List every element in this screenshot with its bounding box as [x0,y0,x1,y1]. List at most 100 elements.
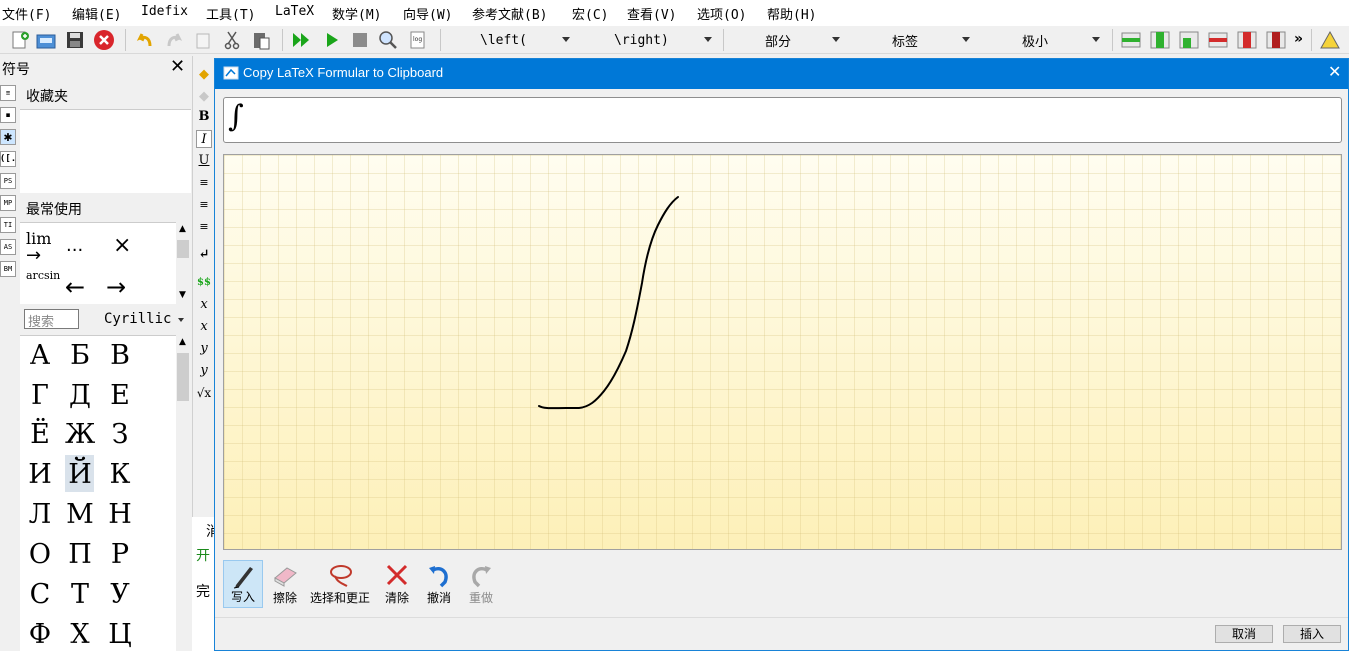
symbol-times[interactable]: × [113,233,132,258]
side-tab-ti[interactable]: TI [0,217,16,233]
sqrt-icon[interactable]: √x [196,386,212,400]
newline-icon[interactable]: ↵ [198,247,210,262]
side-tab-bm[interactable]: BM [0,261,16,277]
left-delimiter-combo[interactable]: \left( [446,29,576,51]
log-icon[interactable]: log [406,28,430,52]
cut-icon[interactable] [220,28,244,52]
select-correct-tool[interactable]: 选择和更正 [307,560,373,608]
symbol-cyr[interactable]: Ж [65,419,96,450]
delete-column-icon[interactable] [1235,28,1259,52]
underline-button[interactable]: U [198,153,210,168]
symbol-cyr[interactable]: А [29,340,51,371]
category-select[interactable]: Cyrillic [84,308,190,330]
side-tab-as[interactable]: AS [0,239,16,255]
symbol-leftarrow[interactable]: ← [65,273,86,301]
fraction-icon[interactable]: y [200,341,208,356]
symbol-cyr[interactable]: К [109,459,131,490]
menu-bibliography[interactable]: 参考文献(B) [472,8,548,23]
symbol-cyr[interactable]: Й [68,459,92,490]
arrow-left-icon[interactable]: ◆ [199,67,209,82]
paste-icon[interactable] [249,28,273,52]
menu-edit[interactable]: 编辑(E) [72,8,122,23]
symbol-cyr[interactable]: Х [70,619,90,650]
new-file-icon[interactable] [8,28,32,52]
symbol-cyr[interactable]: П [68,539,92,570]
math-mode-icon[interactable]: $$ [197,277,211,288]
erase-tool[interactable]: 擦除 [265,560,305,608]
undo-tool[interactable]: 撤消 [419,560,459,608]
symbol-search-input[interactable]: 搜索 [24,309,79,330]
symbol-cyr[interactable]: У [110,579,130,610]
compile-icon[interactable] [320,28,344,52]
symbol-cyr[interactable]: Ё [30,419,50,450]
side-tab-ps[interactable]: PS [0,173,16,189]
insert-button[interactable]: 插入 [1283,625,1341,643]
build-view-icon[interactable] [290,28,314,52]
symbol-cyr[interactable]: Б [70,340,90,371]
menu-options[interactable]: 选项(O) [697,8,747,23]
symbol-cyr[interactable]: Ц [108,619,132,650]
symbol-cyr[interactable]: Г [31,380,49,411]
symbol-cyr[interactable]: Л [28,499,52,530]
size-combo[interactable]: 极小 [982,29,1106,51]
more-tools-button[interactable]: » [1294,31,1304,47]
symbol-cyr[interactable]: Д [69,380,91,411]
symbol-cyr[interactable]: В [110,340,130,371]
italic-button[interactable]: I [196,130,212,148]
menu-idefix[interactable]: Idefix [141,4,188,19]
menu-wizard[interactable]: 向导(W) [403,8,453,23]
clear-tool[interactable]: 清除 [377,560,417,608]
side-tab-operators[interactable]: ✱ [0,129,16,145]
symbol-dots[interactable]: ... [66,235,84,256]
bold-button[interactable]: B [198,109,210,124]
arrow-right-icon[interactable]: ◆ [199,89,209,104]
view-icon[interactable] [376,28,400,52]
menu-latex[interactable]: LaTeX [275,4,315,19]
symbol-cyr[interactable]: И [28,459,52,490]
copy-icon[interactable] [191,28,215,52]
menu-view[interactable]: 查看(V) [627,8,677,23]
symbol-cyr[interactable]: Ф [28,619,52,650]
symbol-cyr[interactable]: Н [108,499,132,530]
superscript-icon[interactable]: x [200,319,208,334]
close-document-icon[interactable] [92,28,116,52]
align-left-icon[interactable]: ≡ [199,176,209,189]
handwriting-canvas[interactable] [223,154,1342,550]
open-file-icon[interactable] [34,28,58,52]
symbol-lim[interactable]: lim [26,229,52,248]
symbol-cyr[interactable]: Т [70,579,89,610]
cancel-button[interactable]: 取消 [1215,625,1273,643]
align-center-icon[interactable]: ≡ [199,198,209,211]
side-tab-delimiters[interactable]: ([. [0,151,16,167]
symbol-cyr[interactable]: М [66,499,94,530]
close-icon[interactable]: ✕ [1328,62,1342,81]
cyrillic-scrollbar[interactable]: ▲ [176,335,190,651]
undo-icon[interactable] [133,28,157,52]
fraction-alt-icon[interactable]: y [200,363,208,378]
table-row-icon[interactable] [1119,28,1143,52]
write-tool[interactable]: 写入 [223,560,263,608]
subscript-icon[interactable]: x [200,297,208,312]
redo-icon[interactable] [162,28,186,52]
side-tab-bookmark[interactable]: ◼ [0,107,16,123]
most-used-scrollbar[interactable]: ▲ ▼ [176,222,190,304]
delete-cell-icon[interactable] [1264,28,1288,52]
label-combo[interactable]: 标签 [852,29,976,51]
section-combo[interactable]: 部分 [728,29,846,51]
warning-icon[interactable] [1318,28,1342,52]
table-cell-icon[interactable] [1177,28,1201,52]
symbol-cyr[interactable]: С [29,579,51,610]
menu-tools[interactable]: 工具(T) [206,8,256,23]
menu-math[interactable]: 数学(M) [332,8,382,23]
menu-file[interactable]: 文件(F) [2,8,52,23]
right-delimiter-combo[interactable]: \right) [582,29,718,51]
save-icon[interactable] [63,28,87,52]
symbol-cyr[interactable]: Е [110,380,130,411]
close-panel-icon[interactable]: ✕ [170,56,186,77]
delete-row-icon[interactable] [1206,28,1230,52]
stop-icon[interactable] [348,28,372,52]
symbol-arcsin[interactable]: arcsin [26,269,61,282]
symbol-cyr[interactable]: З [111,419,129,450]
side-tab-list[interactable]: ≡ [0,85,16,101]
table-column-icon[interactable] [1148,28,1172,52]
